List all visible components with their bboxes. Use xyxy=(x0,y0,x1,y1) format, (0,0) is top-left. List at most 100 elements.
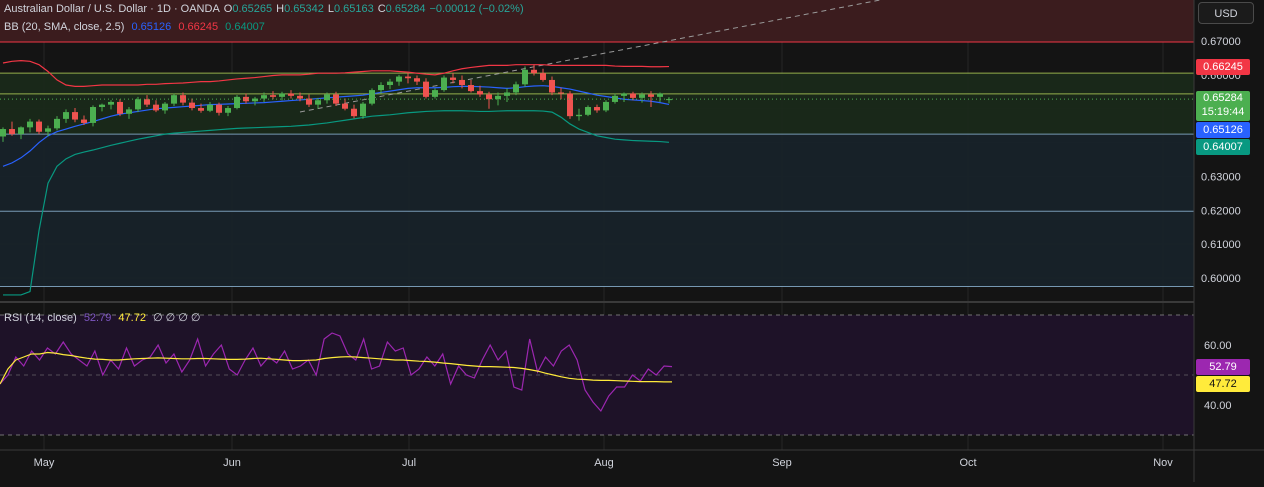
candle-body xyxy=(423,81,429,97)
candle-body xyxy=(306,98,312,105)
price-tick-label: 0.61000 xyxy=(1201,239,1241,251)
candle-body xyxy=(387,81,393,86)
candle xyxy=(639,92,645,103)
candle-body xyxy=(648,94,654,97)
candle-body xyxy=(414,78,420,82)
candle xyxy=(324,92,330,104)
time-tick-label: Sep xyxy=(772,457,792,469)
candle-body xyxy=(639,94,645,98)
candle xyxy=(270,91,276,100)
rsi-value: 52.79 xyxy=(83,312,112,324)
candle-body xyxy=(360,103,366,117)
candle xyxy=(621,92,627,102)
rsi-tick-label: 40.00 xyxy=(1204,400,1232,412)
candle-body xyxy=(522,69,528,85)
candle xyxy=(90,105,96,127)
candle xyxy=(18,126,24,140)
candle xyxy=(360,101,366,119)
candle-body xyxy=(144,99,150,105)
candle xyxy=(63,109,69,123)
candle xyxy=(558,87,564,100)
candle-body xyxy=(18,127,24,135)
candle xyxy=(135,96,141,113)
candle xyxy=(315,97,321,109)
rsi-label[interactable]: RSI (14, close) xyxy=(4,312,77,324)
candle-body xyxy=(405,76,411,79)
symbol-legend[interactable]: Australian Dollar / U.S. Dollar · 1D · O… xyxy=(4,3,528,15)
candle-body xyxy=(495,95,501,100)
candle-body xyxy=(216,104,222,113)
ohlc-open: O0.65265 xyxy=(223,3,273,15)
candle xyxy=(261,92,267,102)
bb-label[interactable]: BB (20, SMA, close, 2.5) xyxy=(4,21,125,33)
candle-body xyxy=(504,92,510,96)
time-tick-label: Jun xyxy=(223,457,241,469)
last-price-tag: 0.65284 15:19:44 xyxy=(1196,91,1250,121)
ohlc-low: L0.65163 xyxy=(327,3,374,15)
rsi-ma-price-tag: 47.72 xyxy=(1196,376,1250,392)
ohlc-high: H0.65342 xyxy=(276,3,324,15)
supply-zone-fill xyxy=(0,0,1194,43)
candle-body xyxy=(396,76,402,82)
currency-button[interactable]: USD xyxy=(1198,2,1254,24)
time-tick-label: Aug xyxy=(594,457,614,469)
candle xyxy=(468,79,474,93)
bb-lower-value: 0.64007 xyxy=(225,21,265,33)
candle-body xyxy=(117,101,123,114)
candle xyxy=(81,115,87,125)
candle xyxy=(216,102,222,116)
candle-body xyxy=(243,96,249,102)
candle xyxy=(513,81,519,96)
candle xyxy=(9,121,15,136)
candle-body xyxy=(288,93,294,96)
candle-body xyxy=(585,107,591,115)
symbol-name[interactable]: Australian Dollar / U.S. Dollar · 1D · O… xyxy=(4,3,220,15)
candle xyxy=(585,105,591,117)
candle xyxy=(288,90,294,99)
candle xyxy=(45,125,51,137)
candle-body xyxy=(486,94,492,100)
candle xyxy=(279,91,285,101)
bar-countdown: 15:19:44 xyxy=(1201,106,1245,118)
candle-body xyxy=(126,109,132,114)
candle-body xyxy=(576,114,582,117)
candle xyxy=(477,85,483,97)
candle-body xyxy=(63,112,69,119)
candle xyxy=(450,73,456,84)
candle xyxy=(36,119,42,135)
candle xyxy=(378,82,384,94)
candle xyxy=(486,91,492,109)
candle-body xyxy=(594,107,600,111)
candle xyxy=(252,96,258,106)
candle xyxy=(657,92,663,102)
bb-basis-price-tag: 0.65126 xyxy=(1196,122,1250,138)
candle xyxy=(144,95,150,108)
bb-upper-value: 0.66245 xyxy=(178,21,219,33)
candle-body xyxy=(261,95,267,99)
candle-body xyxy=(90,107,96,123)
candle-body xyxy=(567,93,573,117)
ohlc-close: C0.65284 xyxy=(377,3,426,15)
candle xyxy=(576,108,582,121)
bb-legend[interactable]: BB (20, SMA, close, 2.5) 0.65126 0.66245… xyxy=(4,21,269,33)
candle-body xyxy=(9,129,15,135)
candle-body xyxy=(369,90,375,104)
candle-body xyxy=(468,85,474,92)
rsi-legend[interactable]: RSI (14, close) 52.79 47.72 ∅ ∅ ∅ ∅ xyxy=(4,311,205,324)
candle xyxy=(567,91,573,119)
ohlc-change: −0.00012 (−0.02%) xyxy=(429,3,524,15)
candle-body xyxy=(603,101,609,111)
candle xyxy=(153,100,159,113)
candle-body xyxy=(162,103,168,111)
candle xyxy=(27,118,33,133)
candle-body xyxy=(459,79,465,86)
candle xyxy=(405,73,411,84)
candle xyxy=(54,116,60,131)
candle-body xyxy=(540,73,546,80)
time-tick-label: Jul xyxy=(402,457,416,469)
candle xyxy=(531,64,537,76)
lower-zone-fill xyxy=(0,134,1194,287)
price-tick-label: 0.67000 xyxy=(1201,36,1241,48)
